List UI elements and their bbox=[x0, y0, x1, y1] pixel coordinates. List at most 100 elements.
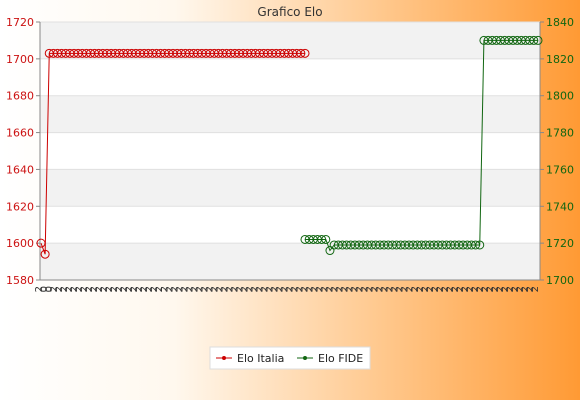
x-tick-label: 2 bbox=[104, 286, 115, 292]
x-tick-label: 2 bbox=[169, 286, 180, 292]
legend-marker-elo-italia bbox=[222, 356, 226, 360]
x-tick-label: 2 bbox=[279, 286, 290, 292]
x-tick-label: 2 bbox=[189, 286, 200, 292]
x-tick-label: 2 bbox=[244, 286, 255, 292]
x-tick-label: 2 bbox=[385, 286, 396, 292]
x-tick-label: 2 bbox=[74, 286, 85, 292]
x-tick-label: 2 bbox=[465, 286, 476, 292]
x-tick-label: 2 bbox=[355, 286, 366, 292]
x-tick-label: 2 bbox=[34, 286, 45, 292]
x-tick-label: 2 bbox=[49, 286, 60, 292]
x-tick-label: 2 bbox=[345, 286, 356, 292]
x-tick-label: 2 bbox=[475, 286, 486, 292]
x-tick-label: 2 bbox=[109, 286, 120, 292]
y-left-tick-label: 1660 bbox=[6, 127, 34, 140]
x-tick-label: 2 bbox=[450, 286, 461, 292]
x-tick-label: 2 bbox=[425, 286, 436, 292]
point-elo-fide bbox=[529, 35, 539, 45]
x-tick-label: 2 bbox=[209, 286, 220, 292]
x-tick-label: 2 bbox=[119, 286, 130, 292]
x-tick-label: 2 bbox=[264, 286, 275, 292]
x-tick-label: 2 bbox=[325, 286, 336, 292]
x-tick-label: 2 bbox=[234, 286, 245, 292]
x-tick-label: 2 bbox=[360, 286, 371, 292]
x-tick-label: 2 bbox=[340, 286, 351, 292]
x-tick-label: 2 bbox=[525, 286, 536, 292]
x-tick-label: 2 bbox=[495, 286, 506, 292]
x-tick-label: 2 bbox=[69, 286, 80, 292]
x-tick-label: 2 bbox=[485, 286, 496, 292]
x-tick-label: 2 bbox=[435, 286, 446, 292]
x-tick-label: 2 bbox=[134, 286, 145, 292]
x-tick-label: 2 bbox=[300, 286, 311, 292]
x-tick-label: 2 bbox=[520, 286, 531, 292]
legend bbox=[209, 346, 371, 370]
x-tick-label: 2 bbox=[285, 286, 296, 292]
y-left-tick-label: 1620 bbox=[6, 200, 34, 213]
point-elo-italia bbox=[36, 238, 46, 248]
point-elo-fide bbox=[321, 234, 331, 244]
x-tick-label: 2 bbox=[455, 286, 466, 292]
x-tick-label: 2 bbox=[295, 286, 306, 292]
x-tick-label: 2 bbox=[310, 286, 321, 292]
point-elo-italia bbox=[296, 48, 306, 58]
legend-label-elo-fide: Elo FIDE bbox=[318, 352, 363, 365]
x-tick-label: 0 bbox=[44, 286, 55, 292]
point-elo-fide bbox=[475, 240, 485, 250]
x-tick-label: 2 bbox=[154, 286, 165, 292]
x-tick-label: 2 bbox=[410, 286, 421, 292]
x-tick-label: 2 bbox=[199, 286, 210, 292]
y-left-tick-label: 1720 bbox=[6, 16, 34, 29]
y-left-tick-label: 1680 bbox=[6, 90, 34, 103]
x-tick-label: 2 bbox=[124, 286, 135, 292]
grid-band bbox=[40, 95, 540, 133]
x-tick-label: 2 bbox=[480, 286, 491, 292]
x-tick-label: 2 bbox=[249, 286, 260, 292]
y-right-tick-label: 1740 bbox=[546, 200, 574, 213]
x-tick-label: 2 bbox=[390, 286, 401, 292]
x-tick-label: 2 bbox=[375, 286, 386, 292]
x-tick-label: 2 bbox=[380, 286, 391, 292]
grid-band bbox=[40, 243, 540, 280]
point-elo-italia bbox=[300, 48, 310, 58]
x-tick-label: 2 bbox=[239, 286, 250, 292]
x-tick-label: 2 bbox=[84, 286, 95, 292]
x-tick-label: 2 bbox=[269, 286, 280, 292]
point-elo-fide bbox=[317, 234, 327, 244]
x-tick-label: 2 bbox=[305, 286, 316, 292]
x-tick-label: 2 bbox=[59, 286, 70, 292]
x-tick-label: 2 bbox=[460, 286, 471, 292]
y-right-tick-label: 1780 bbox=[546, 127, 574, 140]
x-tick-label: 2 bbox=[405, 286, 416, 292]
plot-area bbox=[40, 22, 540, 280]
grid-band bbox=[40, 169, 540, 207]
x-tick-label: 2 bbox=[440, 286, 451, 292]
x-tick-label: 2 bbox=[214, 286, 225, 292]
y-right-tick-label: 1760 bbox=[546, 163, 574, 176]
x-tick-label: 2 bbox=[415, 286, 426, 292]
x-tick-label: 2 bbox=[290, 286, 301, 292]
point-elo-fide bbox=[533, 35, 543, 45]
x-tick-label: 2 bbox=[224, 286, 235, 292]
x-tick-label: 2 bbox=[430, 286, 441, 292]
x-tick-label: 2 bbox=[510, 286, 521, 292]
x-tick-label: 2 bbox=[179, 286, 190, 292]
x-tick-label: 2 bbox=[490, 286, 501, 292]
y-right-tick-label: 1840 bbox=[546, 16, 574, 29]
y-left-tick-label: 1700 bbox=[6, 53, 34, 66]
x-tick-label: 2 bbox=[144, 286, 155, 292]
x-tick-label: 2 bbox=[505, 286, 516, 292]
x-tick-label: 2 bbox=[79, 286, 90, 292]
point-elo-italia bbox=[40, 249, 50, 259]
x-tick-label: 2 bbox=[470, 286, 481, 292]
legend-marker-elo-fide bbox=[303, 356, 307, 360]
x-tick-label: 2 bbox=[445, 286, 456, 292]
y-left-tick-label: 1580 bbox=[6, 274, 34, 287]
x-tick-label: 2 bbox=[254, 286, 265, 292]
x-tick-label: 2 bbox=[129, 286, 140, 292]
x-tick-label: 0 bbox=[39, 286, 50, 292]
x-tick-label: 2 bbox=[114, 286, 125, 292]
point-elo-fide bbox=[471, 240, 481, 250]
x-tick-label: 2 bbox=[395, 286, 406, 292]
